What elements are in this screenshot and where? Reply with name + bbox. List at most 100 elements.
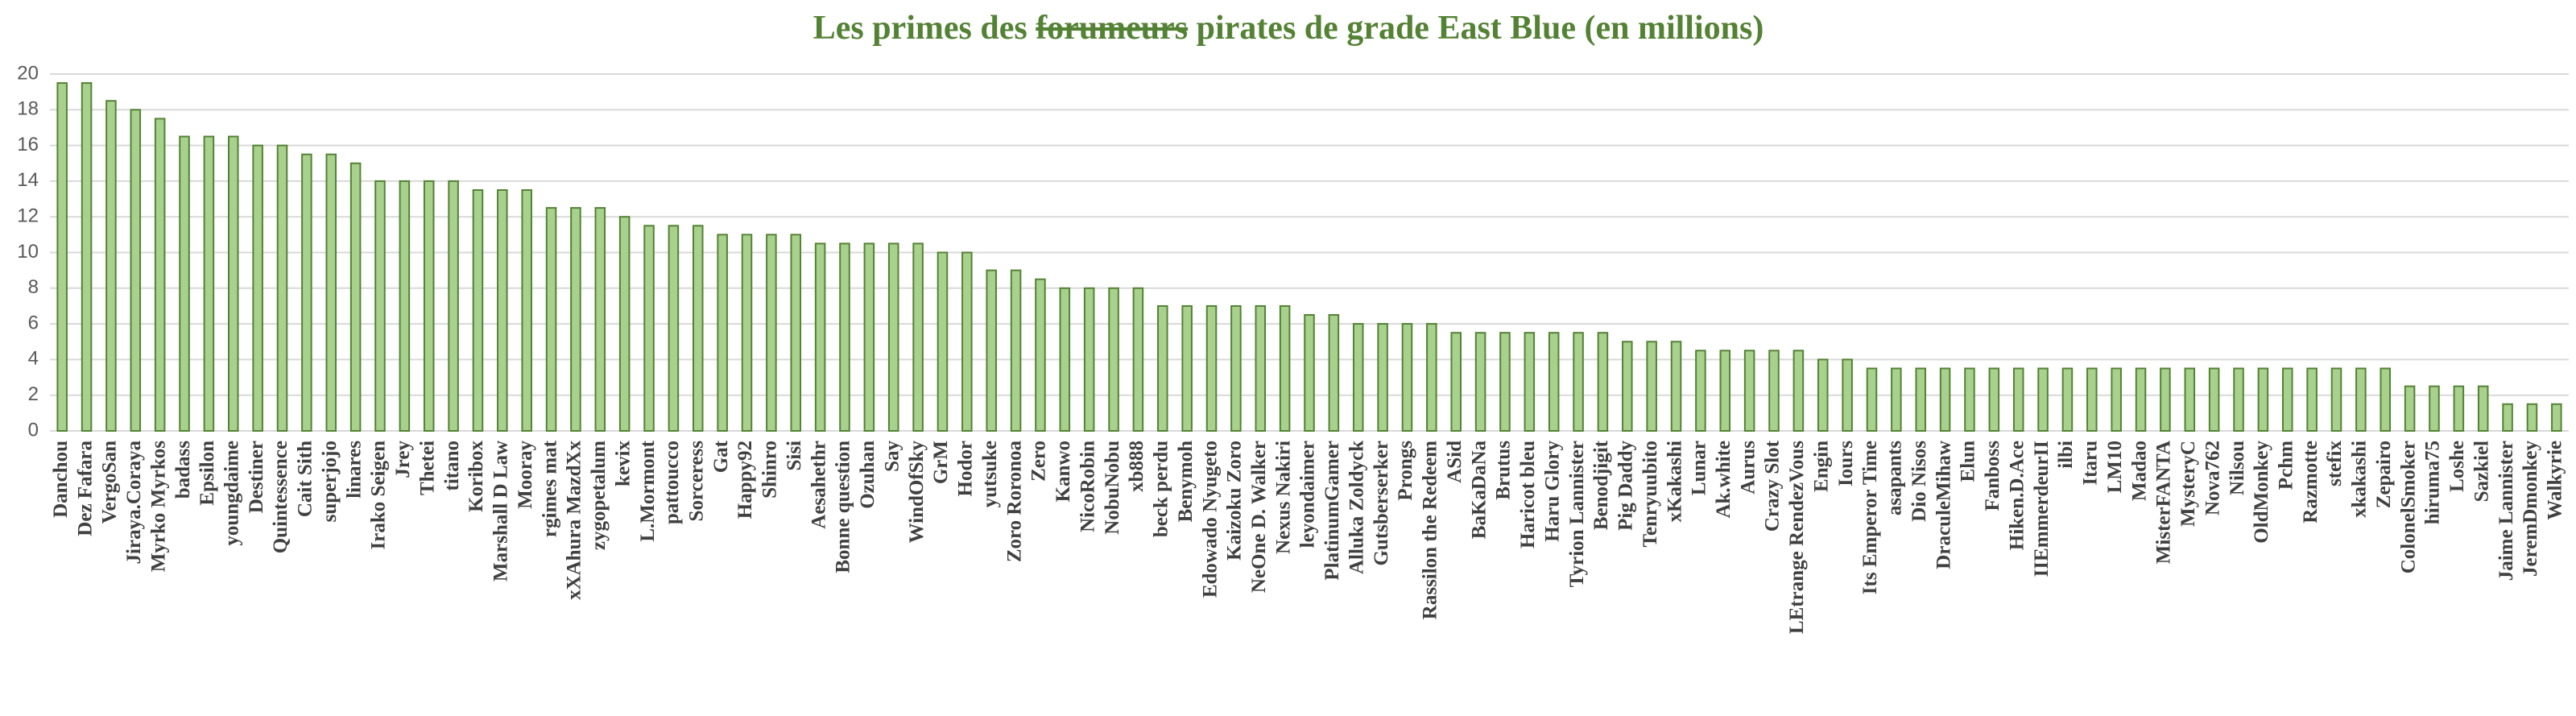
x-tick-label: NobuNobu	[1102, 441, 1123, 535]
bar	[1499, 332, 1511, 432]
x-tick-label: Madao	[2128, 441, 2150, 501]
bar	[1768, 350, 1780, 432]
x-tick-label: xkakashi	[2349, 441, 2371, 518]
bar	[521, 188, 532, 432]
x-tick-label: hiruma75	[2422, 441, 2444, 524]
x-tick-label: LM10	[2104, 441, 2126, 493]
x-tick-label: ilbi	[2055, 441, 2077, 469]
x-tick-label: Tyrion Lannister	[1566, 441, 1588, 587]
chart-title: Les primes des forumeurs pirates de grad…	[813, 10, 1764, 47]
bar	[2037, 367, 2049, 432]
bar	[1695, 350, 1706, 432]
bar	[448, 180, 459, 432]
bar	[717, 234, 728, 432]
x-tick-label: Haru Glory	[1541, 441, 1563, 542]
x-tick-label: superjojo	[319, 441, 341, 522]
y-tick-label: 18	[17, 98, 39, 120]
x-tick-label: Its Emperor Time	[1859, 441, 1881, 594]
bar	[2330, 367, 2342, 432]
x-tick-label: Jaime Lannister	[2495, 441, 2517, 581]
bar	[2111, 367, 2122, 432]
x-tick-label: Iours	[1835, 441, 1857, 486]
x-tick-label: Jrey	[392, 441, 414, 478]
bar	[1377, 323, 1388, 432]
bar	[203, 135, 215, 432]
bar	[643, 225, 655, 432]
bar	[2012, 367, 2024, 432]
x-tick-label: JeremDmonkey	[2520, 441, 2541, 577]
x-tick-label: Tenryuubito	[1639, 441, 1661, 547]
bar	[1548, 332, 1560, 432]
x-tick-label: Zero	[1028, 441, 1050, 482]
x-tick-label: Sisi	[784, 441, 805, 471]
x-tick-label: Say	[881, 441, 903, 472]
title-struck: forumeurs	[1036, 10, 1188, 47]
bar	[2502, 403, 2513, 432]
x-tick-label: Loshe	[2446, 441, 2468, 492]
bar	[986, 269, 997, 432]
bar	[472, 188, 484, 432]
x-tick-label: Aesahethr	[808, 441, 829, 529]
bar	[2233, 367, 2244, 432]
x-tick-label: zygopetalum	[588, 441, 610, 550]
x-tick-label: Thetei	[416, 441, 438, 495]
bar	[2453, 385, 2465, 432]
bar	[2355, 367, 2367, 432]
bar	[1304, 314, 1315, 432]
bar	[2477, 385, 2489, 432]
x-tick-label: Zoro Roronoa	[1003, 441, 1025, 563]
bar	[1842, 358, 1853, 432]
bar	[154, 118, 166, 432]
bar	[1915, 367, 1926, 432]
bar	[349, 162, 362, 432]
bar	[1035, 278, 1046, 432]
x-tick-label: Nexus Nakiri	[1272, 441, 1294, 554]
bar	[863, 242, 875, 432]
bar	[276, 144, 288, 432]
x-tick-label: Bonne question	[833, 441, 854, 573]
bar	[179, 135, 190, 432]
bar	[1108, 287, 1119, 432]
bar	[1792, 350, 1805, 432]
x-tick-label: Aurus	[1737, 441, 1759, 495]
x-tick-label: Kanwo	[1052, 441, 1074, 502]
x-tick-label: Brutus	[1493, 441, 1515, 500]
bar	[1083, 287, 1095, 432]
bar	[839, 242, 850, 432]
bar	[1132, 287, 1144, 432]
x-tick-label: ColonelSmoker	[2397, 441, 2419, 573]
bar	[81, 82, 93, 432]
x-tick-label: rgimes mat	[539, 440, 560, 537]
bar	[1181, 304, 1193, 432]
y-tick-label: 12	[17, 205, 39, 227]
bar	[2306, 367, 2318, 432]
x-tick-label: Cait Sith	[295, 441, 316, 517]
bar	[1524, 332, 1536, 432]
x-tick-label: beck perdu	[1151, 441, 1172, 537]
x-tick-label: DraculeMihaw	[1933, 441, 1954, 569]
bar	[2184, 367, 2196, 432]
bar	[2257, 367, 2269, 432]
bar	[693, 225, 704, 432]
y-tick-label: 4	[28, 348, 39, 370]
x-tick-label: Alluka Zoldyck	[1346, 441, 1367, 574]
bar	[497, 188, 508, 432]
bar	[1230, 304, 1242, 432]
bar	[1474, 332, 1486, 432]
bar	[618, 216, 631, 432]
bar	[301, 153, 312, 432]
bar	[1205, 304, 1218, 432]
bar	[2281, 367, 2293, 432]
bar	[1622, 341, 1633, 432]
y-tick-label: 0	[28, 419, 39, 441]
x-tick-label: Pig Daddy	[1615, 441, 1637, 531]
x-tick-label: Gat	[710, 440, 732, 473]
x-tick-label: Zepairo	[2373, 441, 2395, 508]
bar	[545, 207, 557, 432]
x-tick-label: xb888	[1126, 441, 1147, 492]
bar	[130, 109, 142, 432]
bar	[1743, 350, 1755, 432]
bar	[741, 234, 753, 432]
y-tick-label: 2	[28, 383, 39, 405]
